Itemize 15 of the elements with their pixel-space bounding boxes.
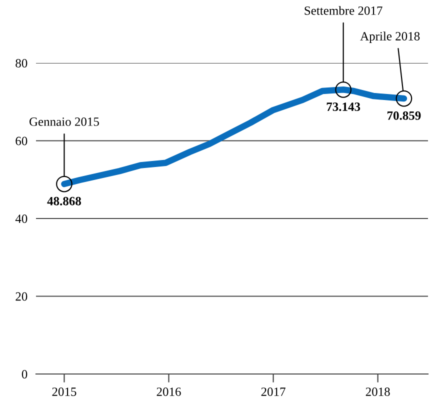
data-label: 70.859 [387,111,421,120]
x-tick-label: 2017 [261,388,286,396]
data-label: 73.143 [326,102,360,112]
x-tick-label: 2015 [52,388,76,396]
y-tick-label: 80 [16,59,28,68]
x-tick-label: 2018 [366,388,390,396]
x-tick-label: 2016 [156,388,181,396]
y-tick-label: 0 [22,370,28,378]
y-tick-label: 60 [16,136,28,146]
annotation: Aprile 2018 [360,32,420,43]
data-label: 48.868 [47,196,81,206]
annotation: Gennaio 2015 [30,117,99,126]
annotation: Settembre 2017 [304,6,382,15]
y-tick-label: 40 [15,214,28,223]
y-tick-label: 20 [16,292,28,301]
